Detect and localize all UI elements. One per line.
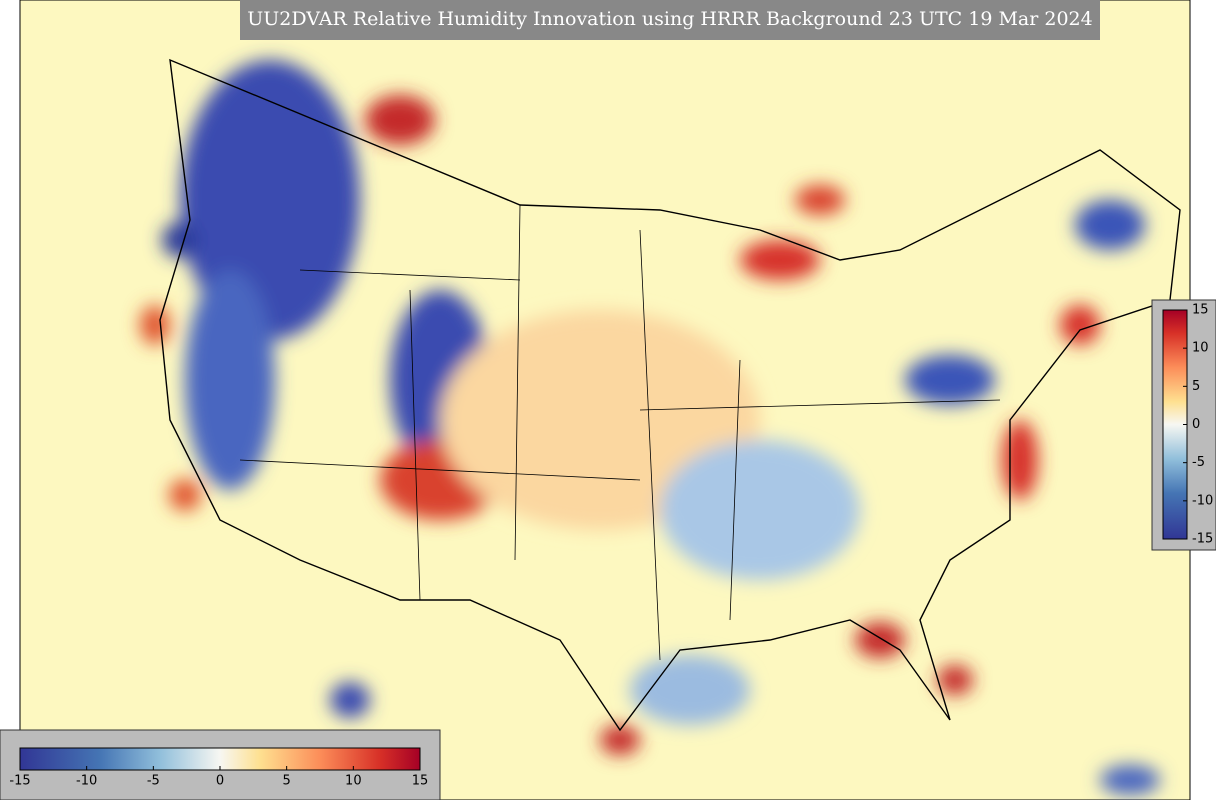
tick-label: 15 [412,774,429,789]
title: UU2DVAR Relative Humidity Innovation usi… [247,8,1092,30]
humidity-field [140,60,1160,795]
tick-label: -5 [1192,455,1205,470]
tick-label: 10 [345,774,362,789]
tick-label: 15 [1192,303,1209,318]
tick-label: -10 [1192,493,1213,508]
tick-label: 10 [1192,341,1209,356]
tick-label: -15 [9,774,30,789]
tick-label: -5 [147,774,160,789]
tick-label: -15 [1192,532,1213,547]
title-box [240,0,1100,40]
tick-label: 0 [1192,417,1200,432]
tick-label: 0 [216,774,224,789]
tick-label: -10 [76,774,97,789]
tick-label: 5 [283,774,291,789]
tick-label: 5 [1192,379,1200,394]
state-borders [239,204,1001,661]
coastline [159,58,1181,732]
